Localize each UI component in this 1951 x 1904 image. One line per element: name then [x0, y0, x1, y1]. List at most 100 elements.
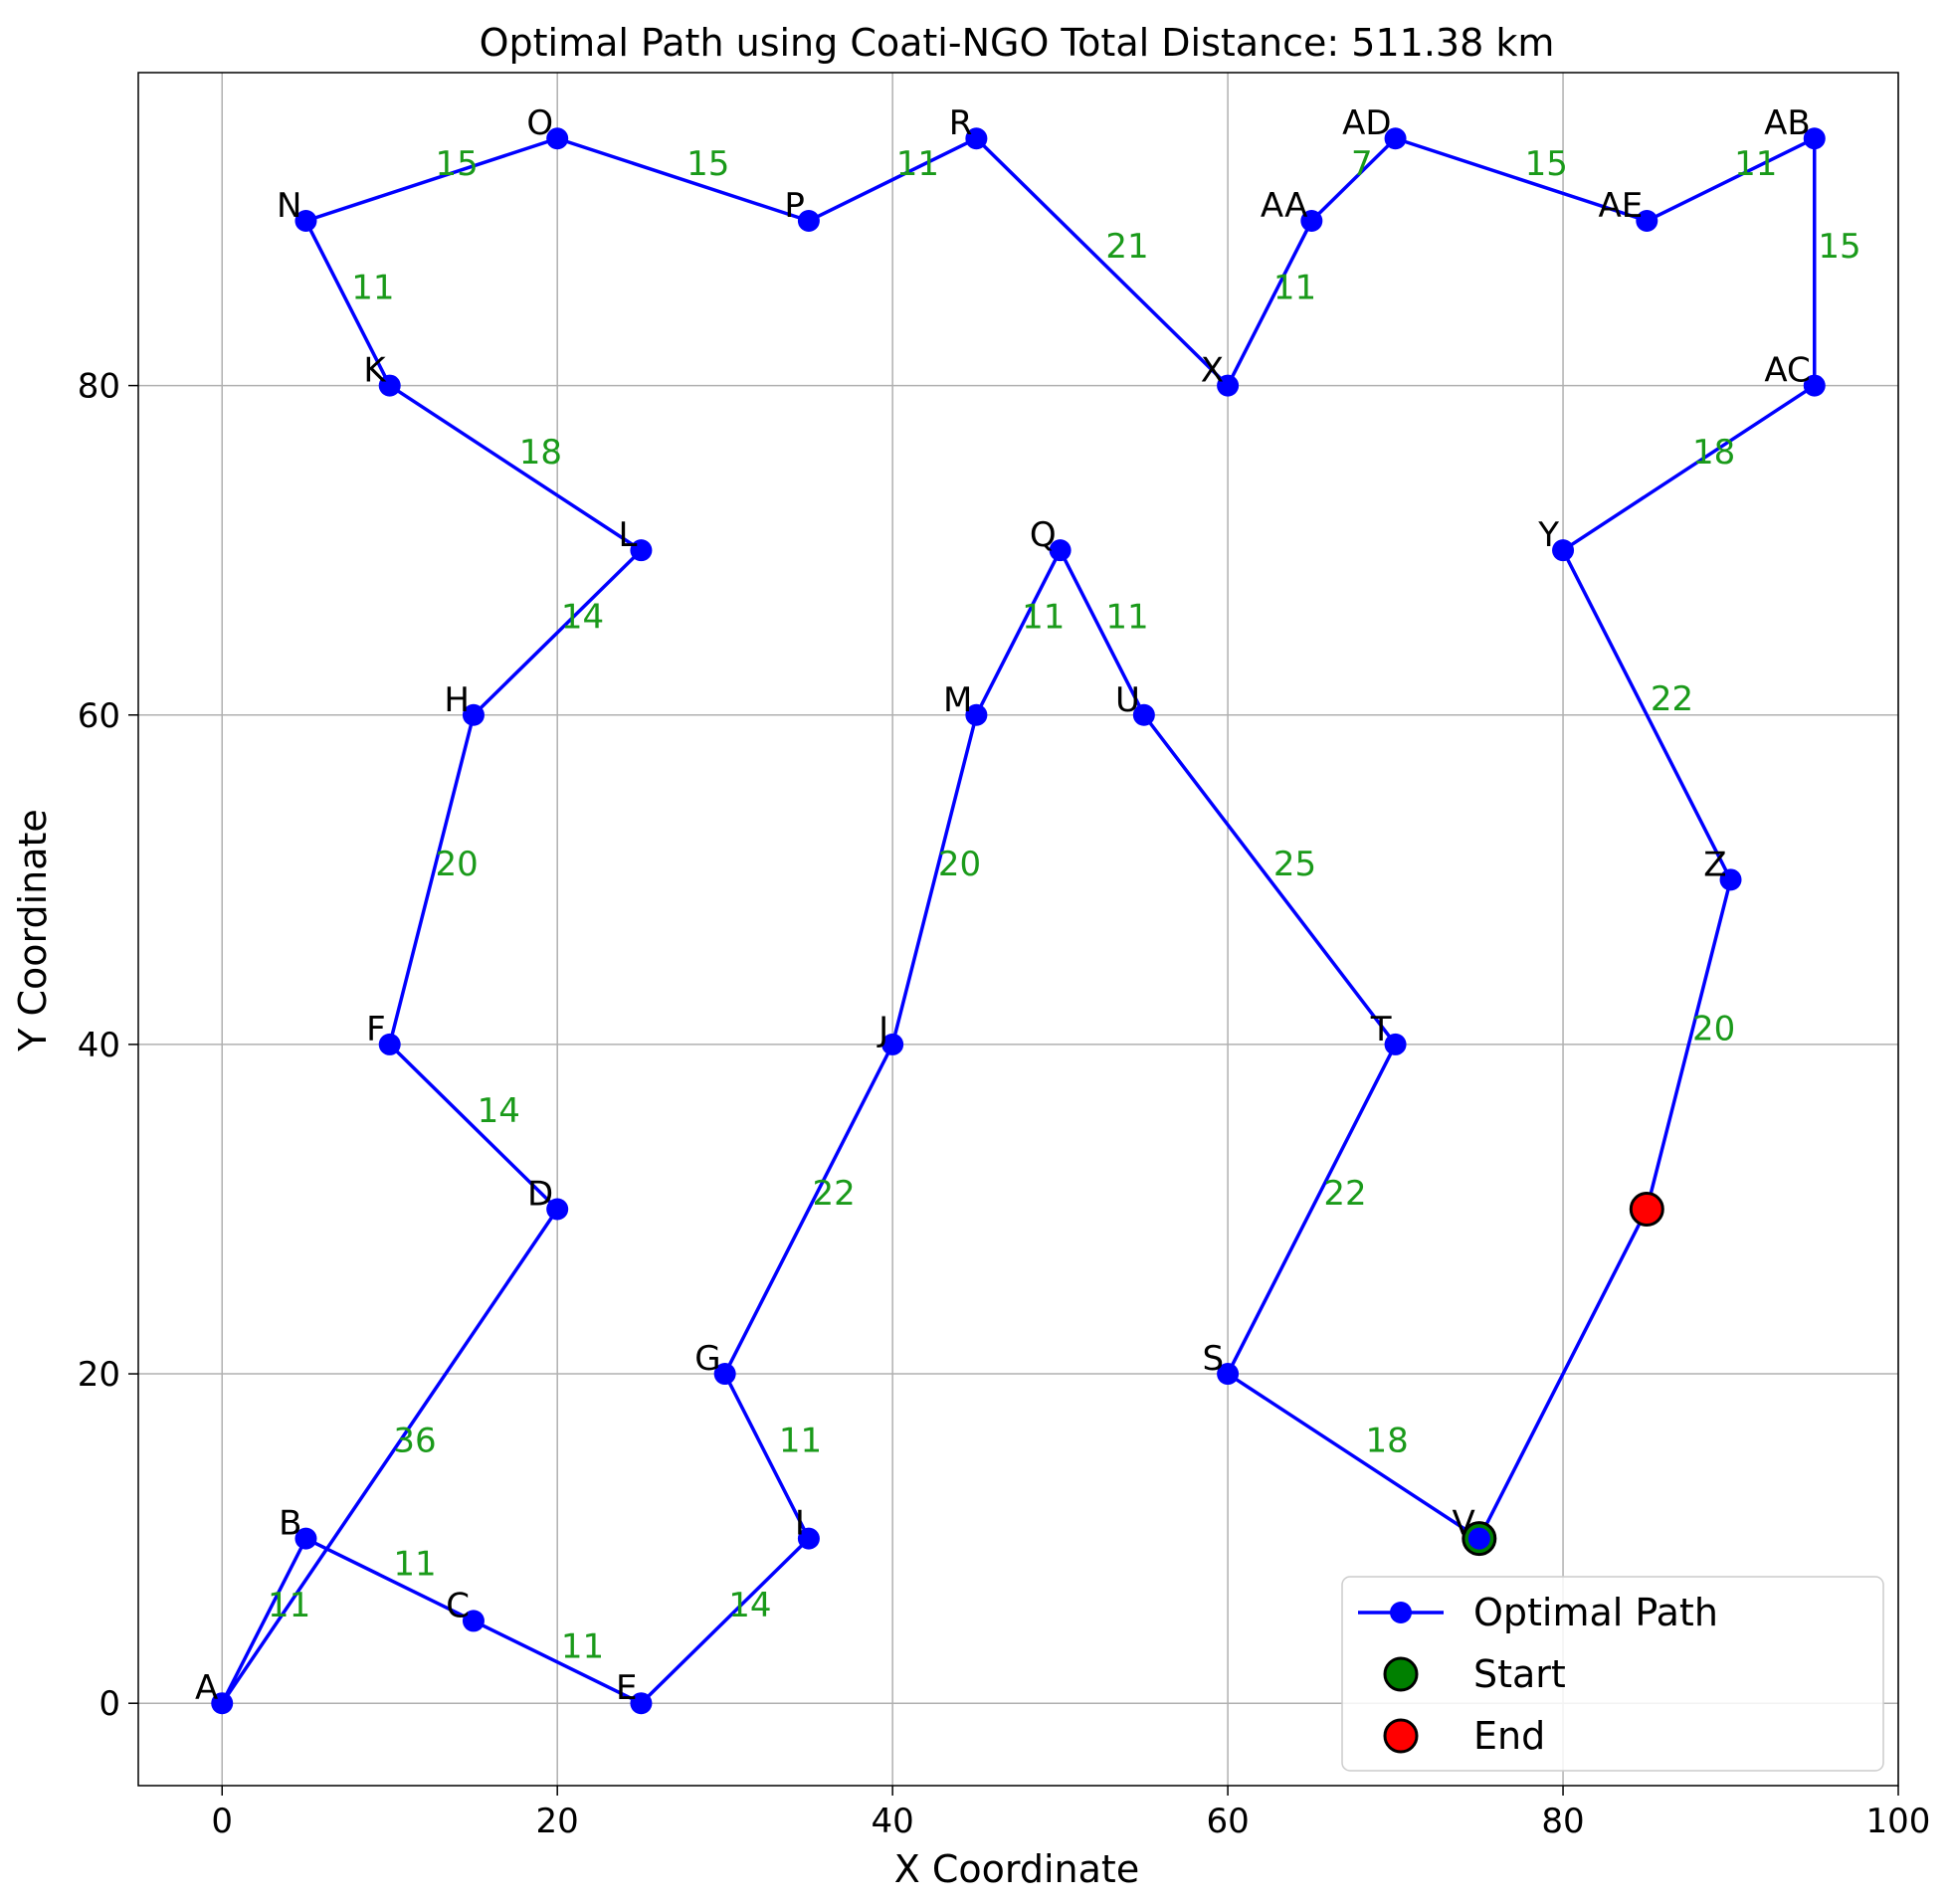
edge-distance-label: 15 — [1818, 227, 1860, 267]
path-layer — [211, 127, 1826, 1715]
node-label: Q — [1030, 515, 1057, 555]
path-point — [1049, 539, 1072, 562]
edge-distance-label: 20 — [1692, 1009, 1735, 1048]
edge-distance-label: 20 — [435, 845, 478, 884]
path-point — [1552, 539, 1575, 562]
node-label: J — [877, 1010, 888, 1049]
path-point — [1803, 374, 1826, 397]
edge-distance-label: 14 — [728, 1586, 771, 1625]
y-tick-label: 0 — [98, 1684, 120, 1724]
edge-distance-label: 11 — [779, 1421, 822, 1460]
path-point — [462, 703, 485, 726]
edge-distance-label: 18 — [1366, 1421, 1409, 1460]
edge-distance-label: 22 — [1323, 1174, 1366, 1214]
node-label: K — [363, 351, 387, 391]
path-point-overlay — [1467, 1527, 1490, 1550]
path-point — [1384, 1033, 1407, 1055]
node-label: AD — [1342, 103, 1391, 143]
path-point — [211, 1692, 234, 1715]
node-label: AB — [1764, 103, 1811, 143]
node-label: N — [277, 186, 301, 226]
path-point — [378, 374, 401, 397]
node-label: B — [279, 1504, 301, 1544]
y-axis-label: Y Coordinate — [11, 809, 55, 1052]
node-label: E — [616, 1668, 637, 1708]
edge-distance-label: 11 — [351, 268, 394, 307]
node-label: P — [784, 186, 805, 226]
path-point — [1132, 703, 1155, 726]
node-label: Y — [1537, 515, 1559, 555]
edge-distance-label: 11 — [561, 1626, 604, 1666]
path-point — [965, 127, 988, 150]
edge-distance-label: 11 — [1273, 268, 1316, 307]
node-label: Z — [1703, 845, 1726, 884]
path-point — [713, 1363, 736, 1386]
edge-distance-label: 18 — [519, 433, 562, 473]
node-label: M — [943, 680, 972, 720]
edge-distance-label: 21 — [1105, 227, 1148, 267]
edge-distance-label: 14 — [561, 597, 604, 637]
edge-distance-label: 11 — [896, 144, 939, 184]
node-label: U — [1115, 680, 1140, 720]
end-marker — [1629, 1191, 1664, 1227]
node-label: C — [446, 1586, 470, 1625]
path-point — [1384, 127, 1407, 150]
path-line — [220, 136, 1817, 1705]
x-axis-label: X Coordinate — [894, 1847, 1139, 1891]
path-point — [881, 1033, 904, 1055]
path-point — [630, 539, 653, 562]
edge-distance-label: 15 — [686, 144, 729, 184]
edge-distance-label: 20 — [938, 845, 981, 884]
edge-distance-label: 22 — [1651, 679, 1693, 719]
x-tick-label: 20 — [536, 1802, 579, 1841]
path-point — [797, 1527, 820, 1550]
edge-distance-label: 18 — [1692, 433, 1735, 473]
node-label: R — [949, 103, 973, 143]
edge-distance-label: 11 — [268, 1586, 310, 1625]
legend-label: Start — [1473, 1652, 1566, 1696]
edge-distance-label: 14 — [478, 1091, 520, 1131]
y-tick-label: 60 — [78, 696, 120, 736]
node-label: T — [1370, 1010, 1392, 1049]
path-point — [462, 1610, 485, 1632]
edge-distance-label: 15 — [435, 144, 478, 184]
x-tick-label: 100 — [1866, 1802, 1931, 1841]
node-label: AC — [1764, 351, 1810, 391]
y-tick-label: 20 — [78, 1355, 120, 1395]
path-point — [797, 210, 820, 233]
legend-label: End — [1473, 1714, 1545, 1758]
node-label: I — [795, 1504, 805, 1544]
path-point — [546, 1198, 569, 1221]
node-label: G — [694, 1339, 720, 1379]
path-point — [1636, 210, 1658, 233]
path-point — [294, 210, 317, 233]
path-point — [1217, 1363, 1240, 1386]
node-label: D — [527, 1174, 553, 1214]
node-label: O — [526, 103, 553, 143]
x-tick-label: 80 — [1541, 1802, 1584, 1841]
legend-swatch-start — [1383, 1656, 1419, 1692]
ticks: 0 20 40 60 80 100 0 20 40 60 80 — [78, 367, 1931, 1841]
path-point — [1300, 210, 1323, 233]
path-point — [965, 703, 988, 726]
node-label: AA — [1261, 186, 1307, 226]
path-point — [546, 127, 569, 150]
edge-distance-label: 22 — [813, 1174, 856, 1214]
edge-distance-label: 11 — [393, 1544, 436, 1584]
legend: Optimal Path Start End — [1341, 1576, 1884, 1772]
edge-distance-label: 36 — [393, 1421, 436, 1460]
path-point — [1803, 127, 1826, 150]
path-point — [294, 1527, 317, 1550]
y-tick-label: 40 — [78, 1026, 120, 1065]
node-label: F — [366, 1010, 386, 1049]
grid — [138, 73, 1899, 1786]
y-tick-label: 80 — [78, 367, 120, 407]
edge-labels: 18 22 25 11 11 20 22 11 14 11 11 11 36 14 20 14 18 11 15 15… — [268, 144, 1861, 1666]
edge-distance-label: 25 — [1273, 845, 1316, 884]
legend-box — [1341, 1576, 1884, 1772]
node-label: S — [1203, 1339, 1225, 1379]
legend-label: Optimal Path — [1473, 1591, 1718, 1634]
edge-distance-label: 11 — [1022, 597, 1065, 637]
path-point — [378, 1033, 401, 1055]
